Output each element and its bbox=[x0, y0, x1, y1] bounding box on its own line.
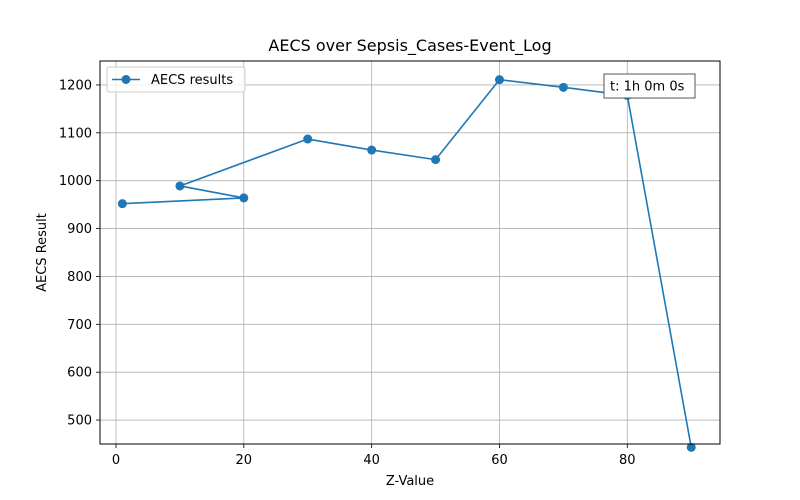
legend-label: AECS results bbox=[151, 73, 233, 88]
y-tick-label: 500 bbox=[67, 414, 92, 429]
series-line bbox=[122, 78, 693, 448]
annotation: t: 1h 0m 0s bbox=[603, 73, 696, 99]
y-tick-label: 1000 bbox=[59, 174, 92, 189]
data-point bbox=[239, 193, 249, 203]
legend: AECS results bbox=[106, 66, 246, 93]
y-tick-label: 900 bbox=[67, 222, 92, 237]
x-tick-label: 60 bbox=[491, 453, 508, 468]
data-point bbox=[558, 82, 568, 92]
chart-title: AECS over Sepsis_Cases-Event_Log bbox=[268, 36, 551, 56]
data-point bbox=[367, 145, 377, 155]
data-point bbox=[175, 181, 185, 191]
legend-marker bbox=[121, 75, 131, 84]
y-tick-label: 600 bbox=[67, 366, 92, 381]
y-tick-label: 800 bbox=[67, 270, 92, 285]
data-point bbox=[686, 442, 696, 452]
annotation-text: t: 1h 0m 0s bbox=[610, 80, 685, 95]
x-tick-label: 80 bbox=[619, 453, 636, 468]
grid bbox=[100, 61, 720, 444]
x-tick-label: 20 bbox=[236, 453, 253, 468]
x-axis-title: Z-Value bbox=[386, 474, 434, 489]
ticks: 0 20 40 60 80 500 600 700 800 900 1000 1100 1200 bbox=[59, 78, 636, 468]
x-tick-label: 40 bbox=[363, 453, 380, 468]
data-point bbox=[303, 134, 313, 144]
y-tick-label: 1200 bbox=[59, 78, 92, 93]
y-tick-label: 700 bbox=[67, 318, 92, 333]
x-tick-label: 0 bbox=[112, 453, 120, 468]
data-point bbox=[117, 199, 127, 209]
data-point bbox=[494, 75, 504, 85]
legend-box bbox=[106, 66, 246, 93]
axes-frame bbox=[99, 60, 721, 445]
y-tick-label: 1100 bbox=[59, 126, 92, 141]
data-point bbox=[431, 155, 441, 165]
y-axis-title: AECS Result bbox=[35, 213, 50, 292]
annotation-box bbox=[603, 73, 696, 99]
